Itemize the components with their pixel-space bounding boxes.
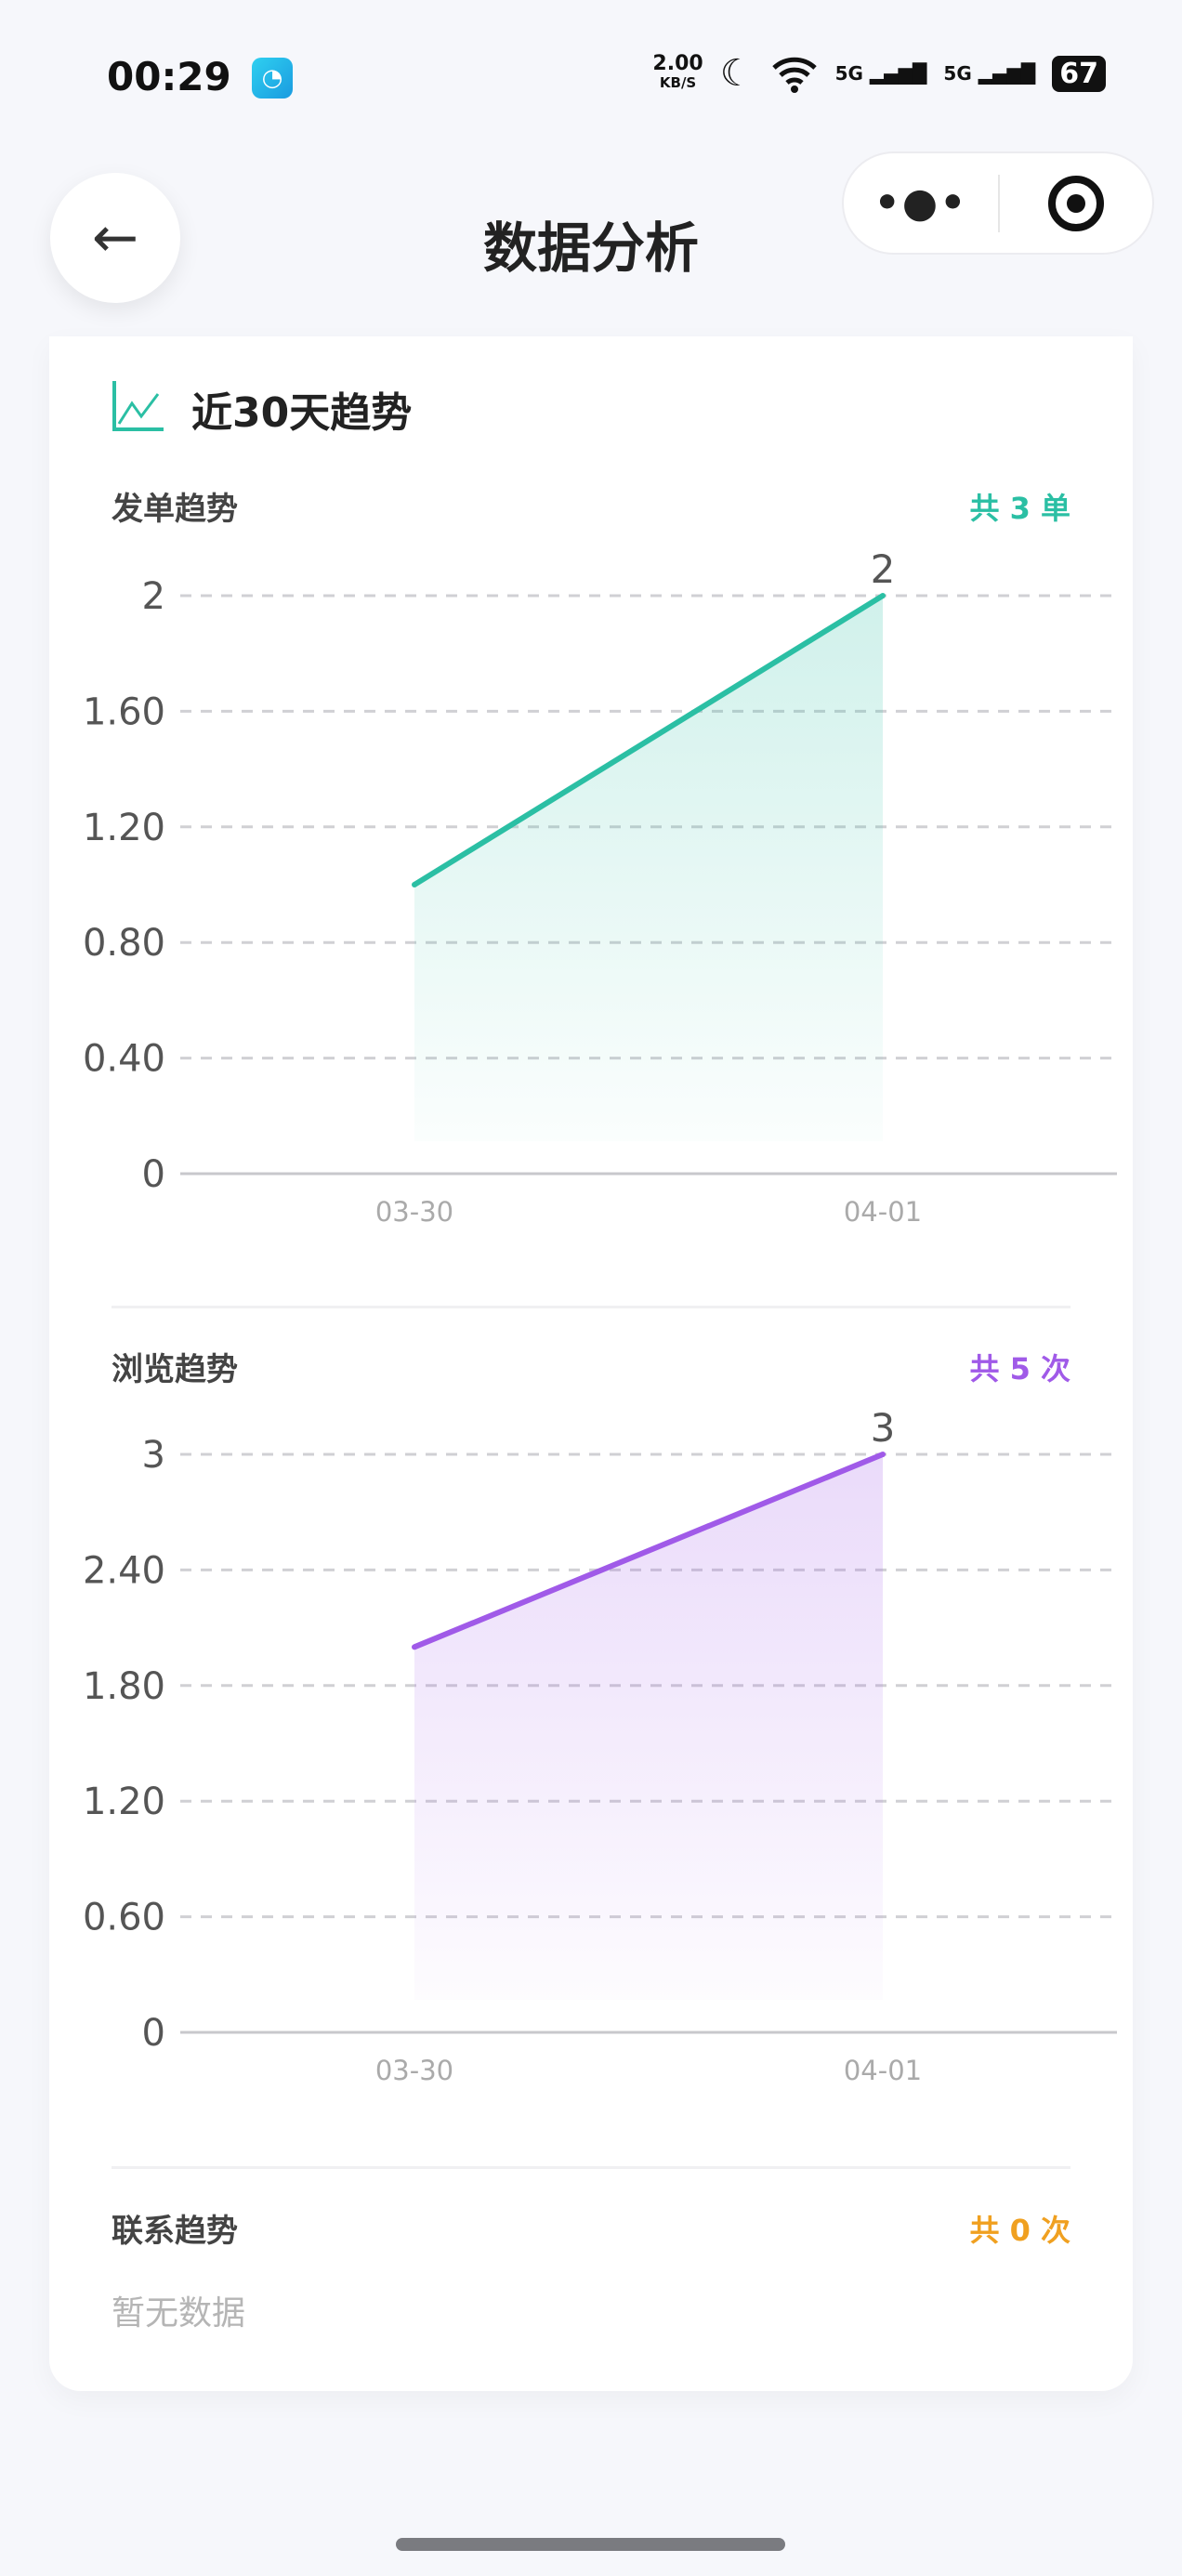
signal2-label: 5G	[943, 62, 972, 85]
trend-card	[49, 336, 1133, 2391]
cellular-signal-2-icon: 5G ▂▄▆█	[943, 62, 1036, 85]
view-trend-chart: 0 0.60 1.20 1.80 2.40 3 03-30 3 04-01	[83, 1405, 1117, 2086]
line-chart-icon	[112, 381, 164, 431]
area-fill	[414, 1454, 883, 2000]
status-time: 00:29	[107, 54, 231, 99]
cellular-signal-1-icon: 5G ▂▄▆█	[834, 62, 927, 85]
order-trend-chart: 0 0.40 0.80 1.20 1.60 2 03-30 2 04-01	[83, 546, 1117, 1228]
status-icons: 2.00 KB/S ☾ 5G ▂▄▆█ 5G ▂▄▆█ 67	[652, 52, 1106, 95]
data-label: 2	[871, 546, 896, 592]
x-tick-label: 04-01	[844, 2055, 922, 2086]
close-miniprogram-button[interactable]	[1000, 175, 1152, 231]
y-tick-label: 1.80	[83, 1665, 165, 1708]
home-indicator[interactable]	[396, 2538, 785, 2551]
wifi-icon	[771, 57, 817, 93]
contact-total: 共 0 次	[969, 2213, 1070, 2248]
y-tick-label: 1.20	[83, 807, 165, 849]
y-tick-label: 2	[142, 575, 165, 618]
y-tick-label: 1.20	[83, 1781, 165, 1823]
more-button[interactable]: •●•	[844, 179, 998, 227]
speed-unit: KB/S	[659, 74, 697, 91]
section-divider	[112, 1306, 1070, 1308]
data-label: 3	[871, 1405, 896, 1451]
empty-state-text: 暂无数据	[112, 2294, 246, 2333]
data-point[interactable]	[412, 882, 417, 887]
view-trend-title: 浏览趋势	[112, 1351, 238, 1388]
area-fill	[414, 596, 883, 1141]
view-total: 共 5 次	[969, 1351, 1070, 1387]
x-tick-label: 04-01	[844, 1196, 922, 1228]
data-point[interactable]	[880, 593, 886, 598]
order-total: 共 3 单	[969, 491, 1070, 526]
more-dots-icon: •●•	[873, 179, 968, 227]
speed-value: 2.00	[652, 52, 703, 75]
battery-icon: 67	[1052, 55, 1106, 92]
y-tick-label: 3	[142, 1434, 165, 1477]
data-point[interactable]	[880, 1452, 886, 1457]
y-tick-label: 0	[142, 1153, 165, 1196]
y-tick-label: 1.60	[83, 690, 165, 733]
page-title: 数据分析	[482, 217, 699, 280]
y-tick-label: 0.60	[83, 1897, 165, 1939]
order-trend-title: 发单趋势	[112, 491, 238, 528]
y-tick-label: 0.40	[83, 1038, 165, 1081]
app-notification-icon: ◔	[252, 58, 293, 99]
x-tick-label: 03-30	[375, 1196, 453, 1228]
miniprogram-capsule: •●•	[842, 151, 1154, 255]
network-speed: 2.00 KB/S	[652, 52, 703, 92]
section-title: 近30天趋势	[191, 389, 413, 437]
series-line	[413, 1452, 885, 1650]
moon-icon: ☾	[719, 52, 754, 95]
signal1-label: 5G	[834, 62, 863, 85]
arrow-left-icon: ←	[91, 205, 139, 270]
series-line	[413, 593, 885, 887]
y-tick-label: 2.40	[83, 1549, 165, 1592]
contact-trend-title: 联系趋势	[112, 2213, 238, 2250]
y-tick-label: 0.80	[83, 922, 165, 965]
back-button[interactable]: ←	[50, 173, 180, 303]
target-icon	[1047, 175, 1104, 231]
x-tick-label: 03-30	[375, 2055, 453, 2086]
y-tick-label: 0	[142, 2012, 165, 2055]
data-point[interactable]	[412, 1644, 417, 1650]
capsule-divider	[998, 174, 1000, 232]
section-divider	[112, 2166, 1070, 2169]
